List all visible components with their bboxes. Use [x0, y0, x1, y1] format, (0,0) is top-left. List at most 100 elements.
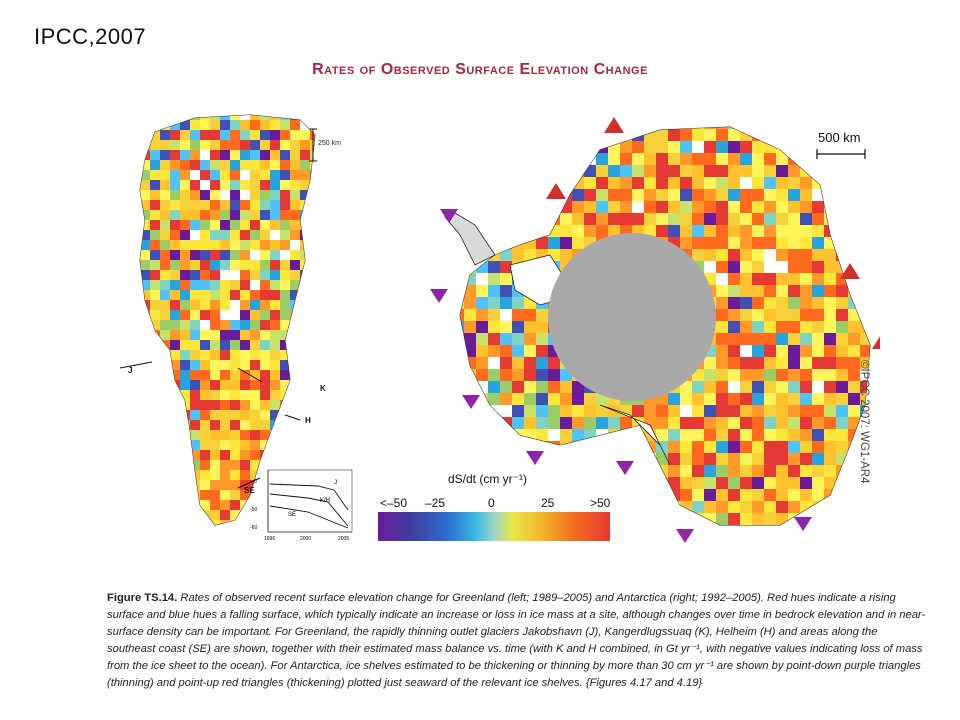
elevation-cell: [150, 380, 160, 390]
elevation-cell: [812, 489, 824, 501]
elevation-cell: [716, 225, 728, 237]
elevation-cell: [632, 453, 644, 465]
elevation-cell: [644, 489, 656, 501]
elevation-cell: [240, 115, 250, 120]
elevation-cell: [476, 285, 488, 297]
elevation-cell: [260, 300, 270, 310]
elevation-cell: [140, 490, 150, 500]
elevation-cell: [440, 141, 452, 153]
elevation-cell: [260, 430, 270, 440]
elevation-cell: [130, 130, 140, 140]
elevation-cell: [716, 357, 728, 369]
elevation-cell: [230, 520, 240, 525]
elevation-cell: [230, 540, 240, 550]
elevation-cell: [160, 380, 170, 390]
elevation-cell: [584, 477, 596, 489]
elevation-cell: [752, 273, 764, 285]
elevation-cell: [524, 177, 536, 189]
elevation-cell: [160, 540, 170, 550]
elevation-cell: [170, 130, 180, 140]
elevation-cell: [440, 189, 452, 201]
elevation-cell: [310, 280, 315, 290]
elevation-cell: [776, 501, 788, 513]
elevation-cell: [170, 510, 180, 520]
elevation-cell: [800, 417, 812, 429]
elevation-cell: [190, 230, 200, 240]
figure-caption: Figure TS.14. Rates of observed recent s…: [107, 590, 927, 692]
elevation-cell: [548, 453, 560, 465]
elevation-cell: [704, 153, 716, 165]
elevation-cell: [776, 381, 788, 393]
elevation-cell: [150, 180, 160, 190]
elevation-cell: [872, 477, 880, 489]
elevation-cell: [476, 189, 488, 201]
elevation-cell: [656, 189, 668, 201]
elevation-cell: [812, 213, 824, 225]
elevation-cell: [180, 460, 190, 470]
glacier-label-j: J: [128, 366, 133, 375]
elevation-cell: [836, 429, 848, 441]
elevation-cell: [190, 460, 200, 470]
inset-label-kh: K/H: [320, 498, 330, 504]
elevation-cell: [776, 405, 788, 417]
elevation-cell: [200, 190, 210, 200]
elevation-cell: [656, 405, 668, 417]
elevation-cell: [824, 127, 836, 129]
elevation-cell: [836, 213, 848, 225]
elevation-cell: [320, 400, 330, 410]
elevation-cell: [240, 310, 250, 320]
elevation-cell: [500, 237, 512, 249]
elevation-cell: [300, 370, 310, 380]
elevation-cell: [788, 477, 800, 489]
elevation-cell: [644, 405, 656, 417]
elevation-cell: [656, 477, 668, 489]
elevation-cell: [310, 170, 315, 180]
elevation-cell: [150, 260, 160, 270]
elevation-cell: [476, 393, 488, 405]
elevation-cell: [280, 190, 290, 200]
elevation-cell: [130, 280, 140, 290]
elevation-cell: [464, 165, 476, 177]
elevation-cell: [848, 321, 860, 333]
figure-title: Rates of Observed Surface Elevation Chan…: [312, 61, 648, 78]
elevation-cell: [836, 249, 848, 261]
elevation-cell: [476, 441, 488, 453]
elevation-cell: [752, 405, 764, 417]
elevation-cell: [848, 417, 860, 429]
elevation-cell: [692, 165, 704, 177]
elevation-cell: [716, 249, 728, 261]
elevation-cell: [200, 430, 210, 440]
elevation-cell: [170, 360, 180, 370]
elevation-cell: [608, 165, 620, 177]
elevation-cell: [460, 129, 464, 141]
elevation-cell: [740, 441, 752, 453]
elevation-cell: [716, 441, 728, 453]
elevation-cell: [824, 201, 836, 213]
elevation-cell: [130, 440, 140, 450]
elevation-cell: [160, 200, 170, 210]
elevation-cell: [220, 280, 230, 290]
elevation-cell: [740, 141, 752, 153]
elevation-cell: [300, 190, 310, 200]
elevation-cell: [752, 261, 764, 273]
elevation-cell: [824, 177, 836, 189]
elevation-cell: [728, 525, 740, 537]
elevation-cell: [584, 129, 596, 141]
elevation-cell: [788, 537, 800, 545]
elevation-cell: [824, 165, 836, 177]
elevation-cell: [160, 430, 170, 440]
elevation-cell: [812, 429, 824, 441]
elevation-cell: [280, 420, 290, 430]
elevation-cell: [584, 141, 596, 153]
elevation-cell: [776, 237, 788, 249]
elevation-cell: [320, 300, 330, 310]
colorbar-tick-0: <–50: [380, 496, 408, 510]
thinning-triangle: [526, 451, 544, 465]
elevation-cell: [230, 480, 240, 490]
elevation-cell: [560, 465, 572, 477]
elevation-cell: [300, 160, 310, 170]
elevation-cell: [872, 429, 880, 441]
elevation-cell: [210, 350, 220, 360]
elevation-cell: [320, 210, 330, 220]
elevation-cell: [290, 150, 300, 160]
